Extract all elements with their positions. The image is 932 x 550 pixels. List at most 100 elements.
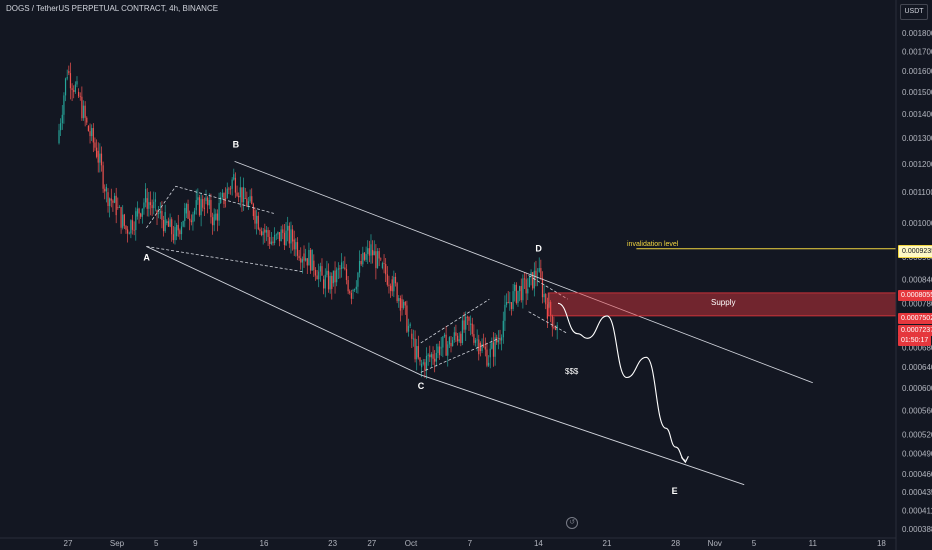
y-tick-label: 0.0006000 (902, 384, 932, 393)
candle-body (213, 214, 215, 226)
candle-body (460, 333, 462, 344)
candle-body (347, 280, 349, 292)
candle-body (238, 195, 240, 198)
candle-body (246, 198, 248, 207)
candle-body (404, 301, 406, 306)
candle-body (550, 301, 552, 316)
candle-body (174, 227, 176, 241)
candle-body (220, 197, 222, 204)
candle-body (514, 284, 516, 292)
candle-body (151, 205, 153, 209)
wave-label-a: A (143, 252, 150, 262)
candle-body (161, 210, 163, 220)
candle-body (257, 215, 259, 230)
candle-body (118, 207, 121, 208)
candle-body (133, 229, 135, 231)
candle-body (303, 253, 305, 261)
candle-body (416, 346, 418, 360)
candle-body (434, 358, 436, 362)
candle-body (189, 218, 191, 221)
candle-body (269, 236, 271, 245)
candle-body (259, 229, 261, 232)
candle-body (287, 225, 289, 231)
candle-body (314, 269, 317, 276)
candle-body (102, 165, 104, 189)
candle-body (277, 232, 279, 235)
candle-body (354, 289, 356, 291)
candle-body (172, 234, 174, 241)
candle-body (336, 269, 338, 283)
candle-body (236, 192, 238, 196)
candle-body (487, 362, 490, 366)
candle-body (252, 204, 254, 217)
candle-body (179, 230, 181, 235)
candle-body (535, 270, 537, 278)
y-tick-label: 0.0007800 (902, 299, 932, 308)
x-tick-label: 14 (534, 539, 543, 548)
candle-body (166, 221, 168, 223)
candle-body (143, 202, 145, 209)
candle-body (262, 231, 264, 236)
replay-icon[interactable]: ↺ (566, 517, 578, 529)
candle-body (355, 286, 357, 290)
candle-body (466, 316, 468, 318)
candle-body (497, 339, 499, 343)
y-tick-label: 0.0014000 (902, 110, 932, 119)
candle-body (507, 302, 509, 304)
candle-body (226, 188, 228, 199)
candle-body (425, 355, 428, 371)
candle-body (427, 354, 429, 356)
candle-body (290, 229, 292, 244)
candle-body (548, 301, 550, 308)
candle-body (502, 320, 504, 338)
candle-body (300, 258, 302, 263)
candle-body (197, 197, 199, 201)
candle-body (81, 96, 83, 119)
candle-body (89, 131, 91, 137)
candle-body (412, 338, 415, 340)
candle-body (496, 337, 498, 343)
candle-body (63, 95, 65, 115)
candle-body (177, 224, 179, 231)
candle-body (120, 207, 122, 228)
candle-body (494, 337, 496, 357)
candle-body (316, 275, 318, 280)
candle-body (112, 200, 114, 203)
invalidation-label: invalidation level (627, 241, 679, 248)
candle-body (198, 197, 201, 216)
x-tick-label: 21 (603, 539, 612, 548)
candle-body (492, 342, 495, 357)
candle-body (167, 221, 170, 227)
symbol-title: DOGS / TetherUS PERPETUAL CONTRACT, 4h, … (6, 4, 219, 13)
candle-body (285, 230, 287, 246)
candle-body (453, 332, 455, 341)
wave-label-d: D (535, 244, 542, 254)
candle-body (321, 266, 323, 276)
candle-body (519, 286, 521, 292)
candle-body (373, 251, 375, 256)
candle-body (432, 354, 434, 359)
candle-body (437, 346, 439, 354)
y-tick-label: 0.0004600 (902, 470, 932, 479)
y-tick-label: 0.0006400 (902, 363, 932, 372)
candle-body (499, 338, 501, 341)
candle-body (149, 202, 152, 206)
candle-body (388, 284, 390, 286)
candle-body (349, 291, 351, 294)
candle-body (135, 211, 137, 231)
candle-body (370, 244, 372, 256)
wave-label-e: E (672, 486, 678, 496)
candle-body (429, 354, 431, 358)
candle-body (274, 234, 276, 243)
candle-body (476, 339, 478, 341)
candle-body (362, 252, 364, 265)
candle-body (228, 188, 230, 190)
candle-body (422, 362, 424, 364)
candle-body (489, 348, 491, 358)
candle-body (184, 208, 186, 221)
candle-body (323, 279, 325, 289)
candle-body (419, 357, 421, 362)
candle-body (244, 198, 246, 199)
currency-button[interactable]: USDT (900, 4, 928, 20)
